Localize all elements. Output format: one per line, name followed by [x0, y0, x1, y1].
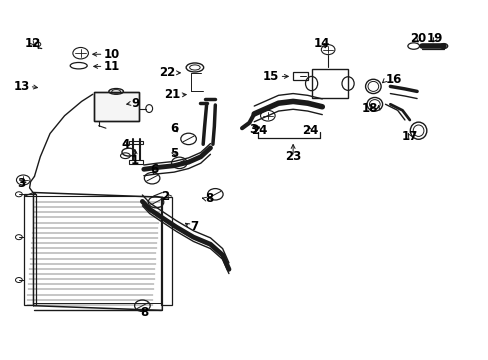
Text: 21: 21: [164, 89, 180, 102]
Text: 12: 12: [25, 37, 41, 50]
Bar: [24, 194, 36, 305]
Text: 14: 14: [313, 37, 330, 50]
Text: 2: 2: [161, 190, 169, 203]
Text: 9: 9: [131, 97, 140, 110]
Text: 18: 18: [361, 102, 377, 115]
Text: 1: 1: [131, 154, 139, 167]
Bar: [128, 141, 143, 144]
Bar: [161, 197, 172, 305]
Text: 6: 6: [150, 163, 158, 176]
Text: 8: 8: [141, 306, 149, 319]
Bar: [94, 93, 138, 121]
Text: 19: 19: [426, 32, 443, 45]
Text: 10: 10: [103, 48, 120, 61]
Text: 20: 20: [409, 32, 426, 45]
Text: 24: 24: [301, 124, 318, 137]
Text: 23: 23: [285, 150, 301, 163]
Text: 8: 8: [205, 193, 213, 206]
Text: 3: 3: [249, 123, 257, 136]
Bar: [128, 160, 143, 164]
Text: 16: 16: [385, 73, 401, 86]
Text: 22: 22: [159, 66, 175, 79]
Bar: [292, 72, 307, 80]
Bar: [94, 93, 138, 121]
Text: 6: 6: [169, 122, 178, 135]
Text: 17: 17: [401, 130, 417, 143]
Text: 5: 5: [169, 147, 178, 160]
Text: 15: 15: [263, 70, 279, 83]
Bar: [311, 69, 347, 98]
Text: 24: 24: [250, 124, 267, 137]
Text: 11: 11: [103, 60, 120, 73]
Text: 13: 13: [13, 80, 30, 93]
Text: 7: 7: [190, 220, 198, 233]
Text: 3: 3: [17, 177, 25, 190]
Text: 4: 4: [121, 138, 129, 151]
